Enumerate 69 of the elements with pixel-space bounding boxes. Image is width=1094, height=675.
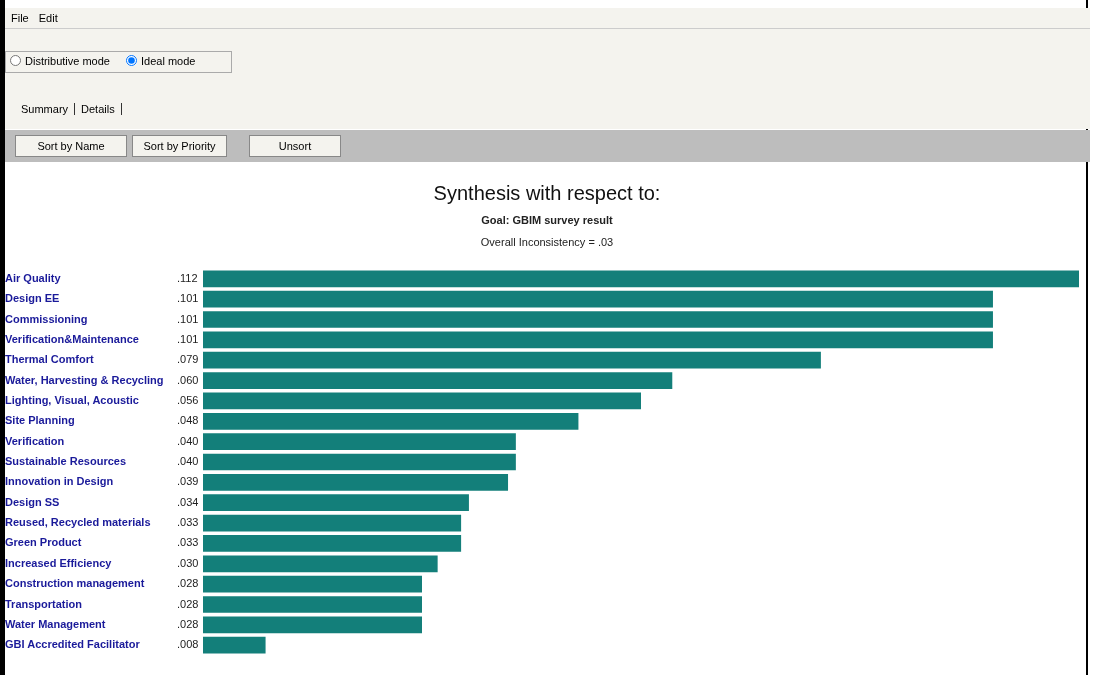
data-label: .033 <box>177 516 199 529</box>
bar <box>203 575 422 593</box>
text: Ideal mode <box>140 55 196 67</box>
text: Edit <box>38 12 58 24</box>
y-tick-label: Transportation <box>5 597 83 610</box>
data-label: .033 <box>177 536 199 549</box>
text: Sort by Name <box>15 135 127 157</box>
data-label: .030 <box>177 556 199 569</box>
y-tick-label: Commissioning <box>5 312 88 325</box>
data-label: .039 <box>177 475 199 488</box>
y-tick-label: Verification&Maintenance <box>5 332 139 345</box>
bar <box>203 616 422 634</box>
data-label: .034 <box>177 495 199 508</box>
y-tick-label: Green Product <box>5 536 82 549</box>
bar <box>203 392 641 410</box>
chart-subtitle: Goal: GBIM survey result <box>480 214 614 226</box>
bar <box>203 514 462 532</box>
y-tick-label: Thermal Comfort <box>5 353 94 366</box>
bar <box>203 494 469 512</box>
data-label: .056 <box>177 393 199 406</box>
bar <box>203 270 1079 288</box>
data-label: .028 <box>177 577 199 590</box>
data-label: .028 <box>177 597 199 610</box>
y-tick-label: Reused, Recycled materials <box>5 516 151 529</box>
y-tick-label: Construction management <box>5 577 145 590</box>
y-tick-label: Site Planning <box>5 414 75 427</box>
bar <box>203 596 422 613</box>
bar <box>203 555 438 573</box>
y-tick-label: Water Management <box>5 617 106 630</box>
data-label: .060 <box>177 373 199 386</box>
data-label: .101 <box>177 292 199 305</box>
bar <box>203 535 462 552</box>
y-tick-label: Lighting, Visual, Acoustic <box>5 393 139 406</box>
text: Sort by Priority <box>132 135 227 157</box>
text: Summary <box>15 103 76 115</box>
data-label: .008 <box>177 638 199 651</box>
data-label: .028 <box>177 617 199 630</box>
bar <box>203 412 579 430</box>
bar <box>203 351 821 369</box>
data-label: .040 <box>177 434 199 447</box>
bar <box>203 433 516 450</box>
data-label: .040 <box>177 455 199 468</box>
y-tick-label: Air Quality <box>5 271 62 284</box>
bar <box>203 331 993 349</box>
data-label: .079 <box>177 353 199 366</box>
data-label: .101 <box>177 332 199 345</box>
text: Details <box>75 103 122 115</box>
text: Overall Inconsistency = .03 <box>479 236 615 248</box>
text: Distributive mode <box>24 55 110 67</box>
y-tick-label: Sustainable Resources <box>5 455 127 468</box>
data-label: .112 <box>177 271 198 284</box>
y-tick-label: Increased Efficiency <box>5 556 113 569</box>
y-tick-label: Design EE <box>5 292 60 305</box>
bar <box>203 311 993 328</box>
bar <box>203 474 509 491</box>
data-label: .048 <box>177 414 199 427</box>
y-tick-label: Design SS <box>5 495 60 508</box>
text: Unsort <box>249 135 341 157</box>
y-tick-label: GBI Accredited Facilitator <box>5 638 141 651</box>
chart-title: Synthesis with respect to: <box>432 182 662 205</box>
y-tick-label: Verification <box>5 434 65 447</box>
bar <box>203 372 673 389</box>
bar <box>203 636 266 654</box>
bar <box>203 453 516 471</box>
y-tick-label: Innovation in Design <box>5 475 114 488</box>
y-tick-label: Water, Harvesting & Recycling <box>5 373 164 386</box>
bar <box>203 290 993 308</box>
data-label: .101 <box>177 312 199 325</box>
text: File <box>11 12 29 24</box>
